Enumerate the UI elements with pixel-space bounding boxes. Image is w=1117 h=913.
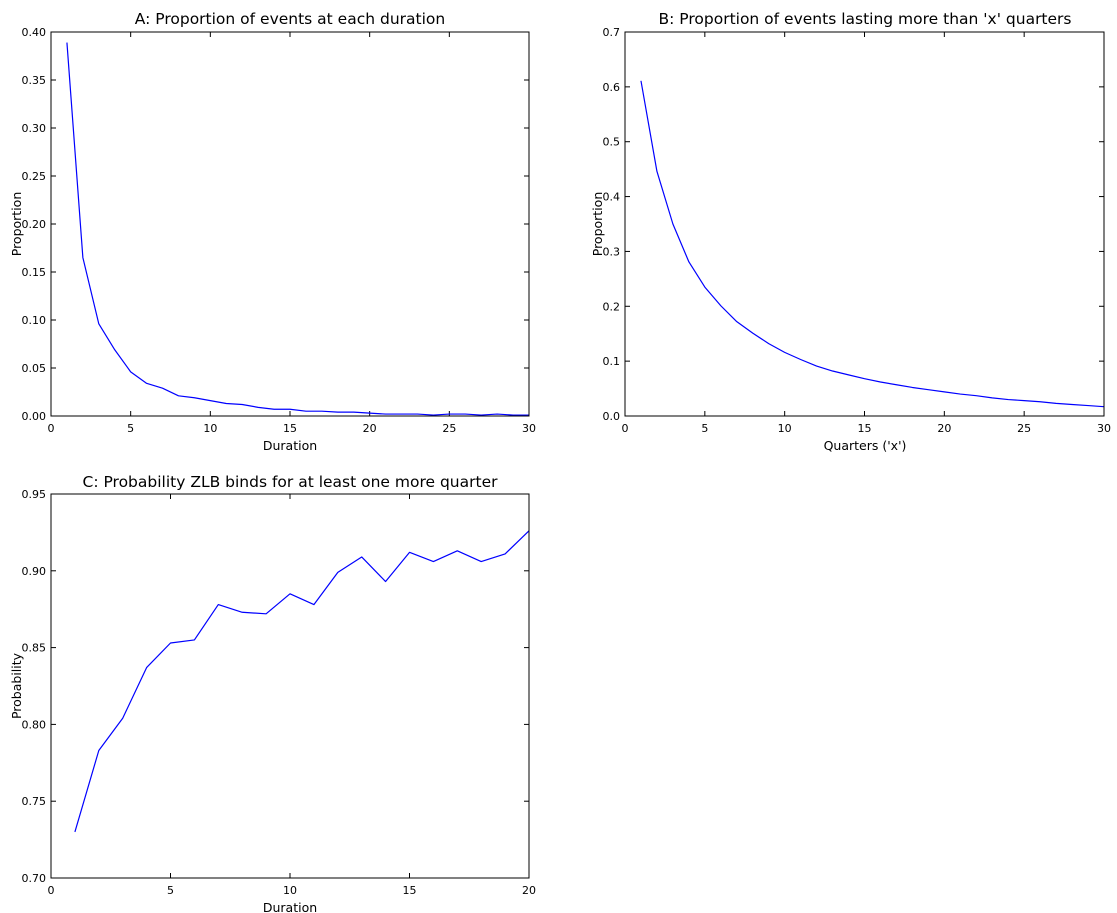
panel-b-y-tick-label: 0.6 bbox=[603, 81, 621, 94]
panel-a-y-tick-label: 0.10 bbox=[22, 314, 47, 327]
panel-a-y-axis-label: Proportion bbox=[9, 192, 24, 257]
panel-c-x-tick-label: 0 bbox=[48, 884, 55, 897]
panel-c-x-tick-label: 20 bbox=[522, 884, 536, 897]
panel-c-x-tick-label: 10 bbox=[283, 884, 297, 897]
panel-b-x-tick-label: 25 bbox=[1017, 422, 1031, 435]
panel-c-x-tick-label: 15 bbox=[403, 884, 417, 897]
panel-c-y-tick-label: 0.95 bbox=[22, 488, 47, 501]
panel-a-x-axis-label: Duration bbox=[263, 438, 317, 453]
panel-a-x-tick-label: 0 bbox=[48, 422, 55, 435]
panel-a-y-tick-label: 0.35 bbox=[22, 74, 47, 87]
panel-a-x-tick-label: 30 bbox=[522, 422, 536, 435]
panel-a-title: A: Proportion of events at each duration bbox=[135, 10, 445, 28]
panel-a-proportion-by-duration: A: Proportion of events at each duration… bbox=[9, 10, 536, 453]
panel-a-x-tick-label: 20 bbox=[363, 422, 377, 435]
panel-c-y-tick-label: 0.70 bbox=[22, 872, 47, 885]
panel-c-x-tick-label: 5 bbox=[167, 884, 174, 897]
panel-b-x-tick-label: 5 bbox=[701, 422, 708, 435]
panel-b-y-tick-label: 0.0 bbox=[603, 410, 621, 423]
panel-c-series-line bbox=[74, 530, 530, 833]
panel-c-probability-zlb-binds: C: Probability ZLB binds for at least on… bbox=[9, 473, 536, 913]
panel-a-y-tick-label: 0.25 bbox=[22, 170, 47, 183]
panel-a-x-tick-label: 5 bbox=[127, 422, 134, 435]
panel-a-y-tick-label: 0.15 bbox=[22, 266, 47, 279]
panel-b-x-tick-label: 30 bbox=[1097, 422, 1111, 435]
panel-a-series-line bbox=[66, 42, 529, 416]
panel-b-y-axis-label: Proportion bbox=[590, 192, 605, 257]
panel-c-y-axis-label: Probability bbox=[9, 652, 24, 719]
panel-b-x-tick-label: 20 bbox=[937, 422, 951, 435]
panel-b-y-tick-label: 0.5 bbox=[603, 136, 621, 149]
panel-a-y-tick-label: 0.05 bbox=[22, 362, 47, 375]
panel-c-x-axis-label: Duration bbox=[263, 900, 317, 913]
panel-a-y-tick-label: 0.30 bbox=[22, 122, 47, 135]
panel-c-y-tick-label: 0.75 bbox=[22, 795, 47, 808]
panel-c-y-tick-label: 0.85 bbox=[22, 642, 47, 655]
panel-b-x-tick-label: 15 bbox=[858, 422, 872, 435]
panel-b-title: B: Proportion of events lasting more tha… bbox=[659, 10, 1072, 28]
panel-b-x-tick-label: 10 bbox=[778, 422, 792, 435]
panel-a-x-tick-label: 10 bbox=[203, 422, 217, 435]
panel-a-x-tick-label: 15 bbox=[283, 422, 297, 435]
panel-a-x-tick-label: 25 bbox=[442, 422, 456, 435]
panel-b-plot-frame bbox=[624, 31, 1105, 417]
panel-b-y-tick-label: 0.3 bbox=[603, 245, 621, 258]
panel-a-plot-frame bbox=[50, 31, 530, 417]
panel-b-y-tick-label: 0.4 bbox=[603, 191, 621, 204]
panel-b-y-tick-label: 0.1 bbox=[603, 355, 621, 368]
panel-a-y-tick-label: 0.40 bbox=[22, 26, 47, 39]
panel-c-y-tick-label: 0.90 bbox=[22, 565, 47, 578]
panel-a-y-tick-label: 0.20 bbox=[22, 218, 47, 231]
panel-c-plot-frame bbox=[50, 493, 530, 879]
panel-b-y-tick-label: 0.2 bbox=[603, 300, 621, 313]
panel-a-y-tick-label: 0.00 bbox=[22, 410, 47, 423]
panel-b-y-tick-label: 0.7 bbox=[603, 26, 621, 39]
panel-c-title: C: Probability ZLB binds for at least on… bbox=[83, 473, 499, 491]
panel-b-proportion-lasting-more-than-x: B: Proportion of events lasting more tha… bbox=[590, 10, 1111, 453]
panel-c-y-tick-label: 0.80 bbox=[22, 718, 47, 731]
panel-b-x-tick-label: 0 bbox=[622, 422, 629, 435]
panel-b-x-axis-label: Quarters ('x') bbox=[824, 438, 907, 453]
panel-b-series-line bbox=[640, 80, 1105, 408]
